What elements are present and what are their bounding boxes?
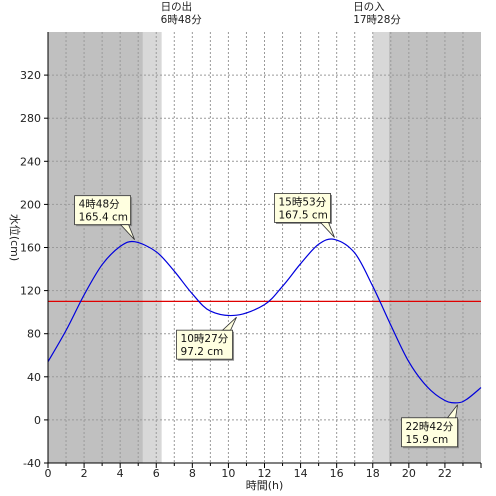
x-tick-label: 20 [402, 467, 416, 480]
x-tick-label: 2 [81, 467, 88, 480]
callout-level: 97.2 cm [181, 346, 224, 358]
callout-box [74, 195, 131, 226]
y-axis-label: 水位(cm) [8, 214, 22, 261]
callout-box [274, 193, 331, 223]
y-tick-label: 160 [20, 242, 41, 255]
y-tick-label: 40 [27, 371, 41, 384]
callout-level: 15.9 cm [406, 434, 449, 446]
callout-pointer [119, 224, 135, 240]
callout-box [401, 417, 458, 448]
x-tick-label: 12 [258, 467, 272, 480]
y-tick-label: 120 [20, 285, 41, 298]
callout-time: 4時48分 [79, 199, 121, 211]
x-tick-label: 8 [189, 467, 196, 480]
sunrise-label-line1: 日の出 [161, 0, 193, 13]
series-group [47, 238, 482, 404]
y-tick-label: 320 [20, 69, 41, 82]
callout-pointer [221, 316, 237, 331]
callout-time: 22時42分 [406, 421, 454, 433]
sunset-label-line2: 17時28分 [353, 14, 401, 26]
callout-level: 165.4 cm [79, 212, 128, 224]
callout-pointer [446, 404, 458, 419]
x-axis-label: 時間(h) [246, 479, 284, 492]
sunrise-label: 日の出 6時48分 [161, 0, 203, 26]
y-tick-label: -40 [23, 457, 41, 470]
callout-time: 15時53分 [279, 196, 327, 208]
y-tick-label: 80 [27, 328, 41, 341]
x-tick-label: 18 [366, 467, 380, 480]
x-tick-label: 6 [153, 467, 160, 480]
sunrise-label-line2: 6時48分 [161, 14, 203, 26]
x-tick-label: 10 [221, 467, 235, 480]
y-tick-label: 280 [20, 112, 41, 125]
callout-pointer [319, 222, 335, 238]
x-tick-label: 22 [438, 467, 452, 480]
tide-level-line [47, 238, 482, 404]
y-tick-label: 200 [20, 198, 41, 211]
tick-labels: 0 2 4 6 8 10 12 14 16 18 20 22 -40 0 40 80 120 160 200 240 2… [20, 69, 452, 480]
callout-box [176, 329, 233, 360]
x-tick-label: 0 [45, 467, 52, 480]
callout-level: 167.5 cm [279, 209, 328, 221]
axes [44, 32, 482, 468]
sunset-label-line1: 日の入 [353, 1, 385, 13]
x-tick-label: 4 [117, 467, 124, 480]
callout-time: 10時27分 [181, 333, 229, 345]
sunset-label: 日の入 17時28分 [353, 1, 401, 26]
y-tick-label: 240 [20, 155, 41, 168]
y-tick-label: 0 [34, 414, 41, 427]
x-tick-label: 16 [330, 467, 344, 480]
x-tick-label: 14 [294, 467, 308, 480]
